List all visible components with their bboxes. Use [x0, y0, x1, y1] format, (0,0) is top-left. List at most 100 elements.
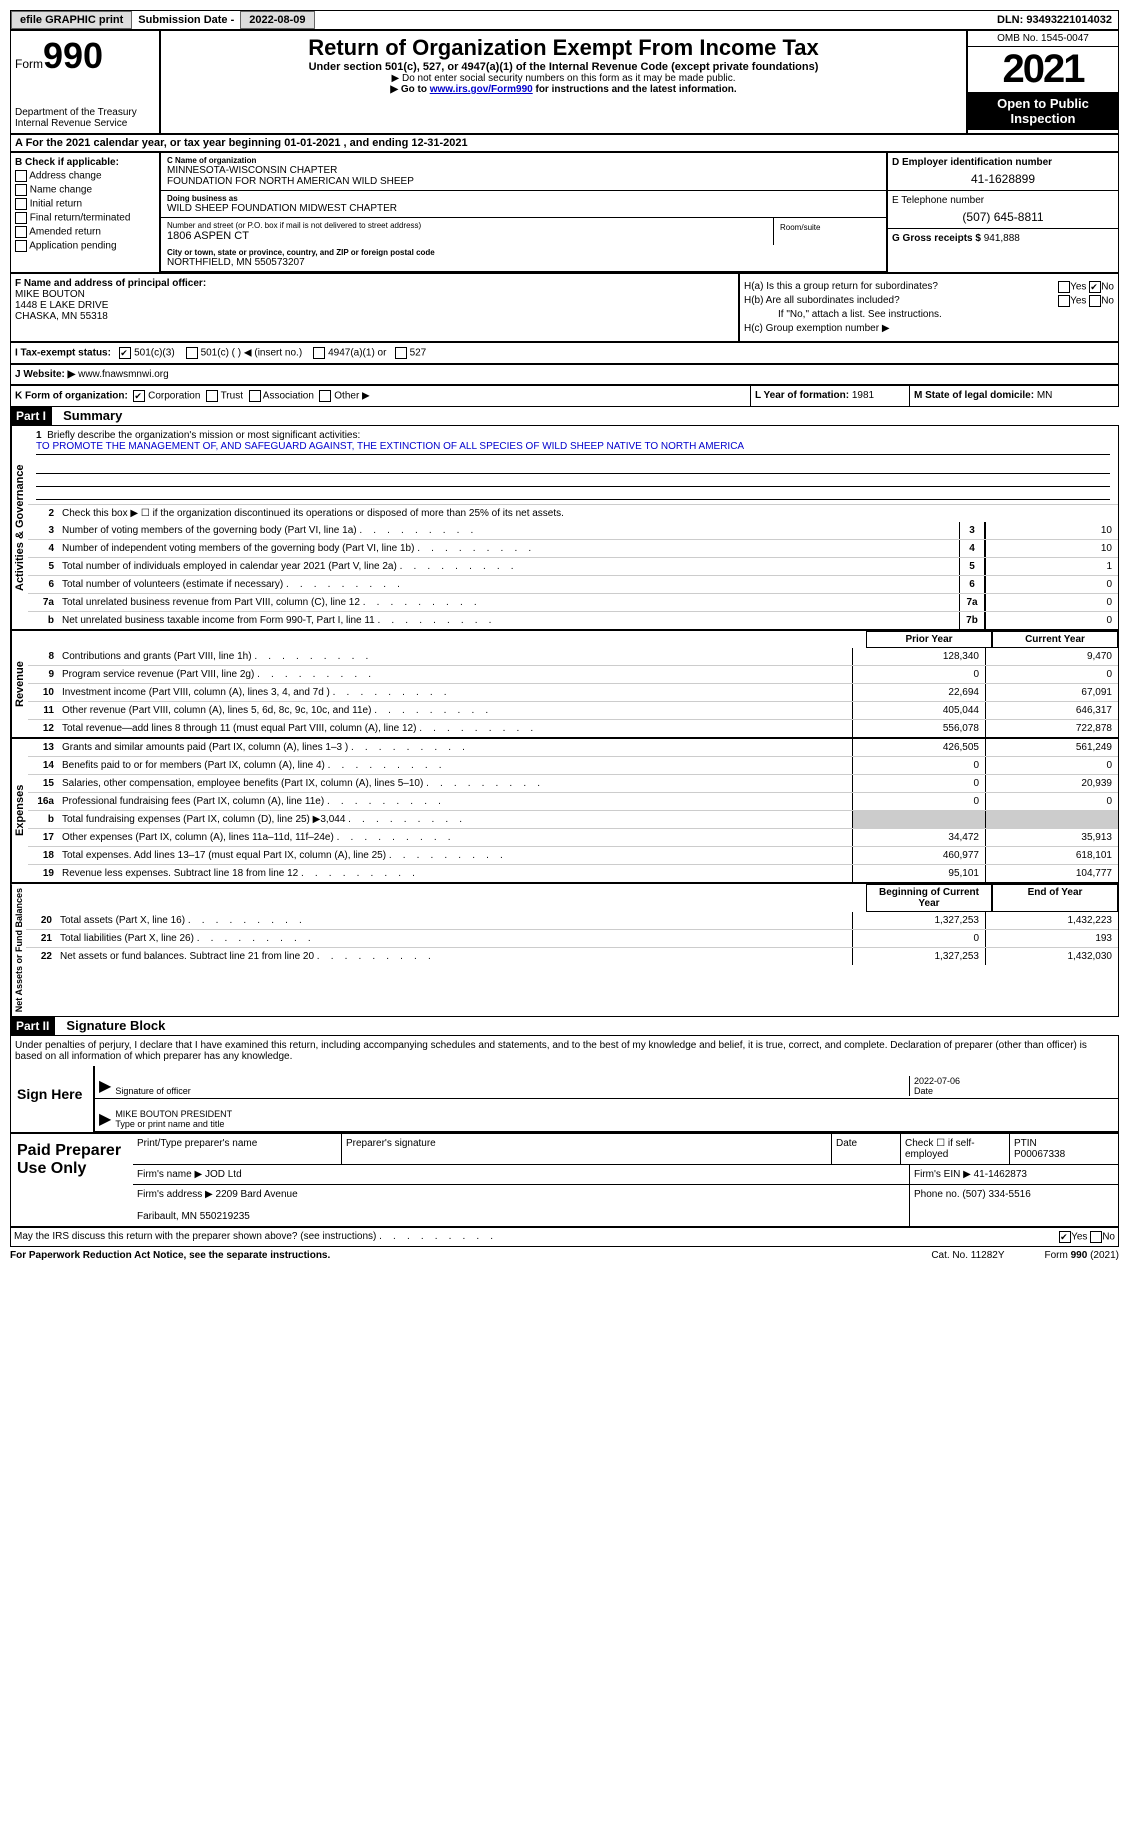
part1-badge: Part I [10, 407, 52, 425]
financial-line: 17Other expenses (Part IX, column (A), l… [28, 828, 1118, 846]
vtab-revenue: Revenue [11, 631, 28, 737]
dln: DLN: 93493221014032 [997, 14, 1118, 26]
header-right: OMB No. 1545-0047 2021 Open to Public In… [967, 30, 1119, 134]
form-subtitle: Under section 501(c), 527, or 4947(a)(1)… [165, 61, 962, 73]
paid-preparer-block: Paid Preparer Use Only Print/Type prepar… [10, 1133, 1119, 1227]
cat-no: Cat. No. 11282Y [891, 1250, 1044, 1261]
row-i-tax-status: I Tax-exempt status: 501(c)(3) 501(c) ( … [10, 342, 1119, 364]
part2-header-row: Part II Signature Block [10, 1017, 1119, 1035]
check-527[interactable] [395, 347, 407, 359]
summary-line: 3Number of voting members of the governi… [28, 522, 1118, 539]
part1-header-row: Part I Summary [10, 407, 1119, 425]
check-pending[interactable] [15, 240, 27, 252]
omb-number: OMB No. 1545-0047 [968, 31, 1118, 47]
ptin: P00067338 [1014, 1149, 1065, 1160]
declaration-text: Under penalties of perjury, I declare th… [11, 1036, 1118, 1066]
financial-line: 10Investment income (Part VIII, column (… [28, 683, 1118, 701]
check-corp[interactable] [133, 390, 145, 402]
financial-line: 11Other revenue (Part VIII, column (A), … [28, 701, 1118, 719]
part1-title: Summary [55, 408, 122, 423]
col-d: D Employer identification number 41-1628… [887, 152, 1119, 273]
tax-year: 2021 [968, 47, 1118, 92]
check-address[interactable] [15, 170, 27, 182]
note-link: ▶ Go to www.irs.gov/Form990 for instruct… [165, 84, 962, 95]
officer-name: MIKE BOUTON [15, 289, 85, 300]
form-number: 990 [43, 35, 103, 76]
financial-line: 13Grants and similar amounts paid (Part … [28, 739, 1118, 756]
part2-title: Signature Block [58, 1018, 165, 1033]
ha-yes[interactable] [1058, 281, 1070, 293]
website-url: www.fnawsmnwi.org [75, 369, 168, 380]
hb-no[interactable] [1089, 295, 1101, 307]
may-discuss-row: May the IRS discuss this return with the… [10, 1227, 1119, 1247]
financial-line: 21Total liabilities (Part X, line 26)019… [26, 929, 1118, 947]
form-title: Return of Organization Exempt From Incom… [165, 35, 962, 61]
ha-no[interactable] [1089, 281, 1101, 293]
section-a: A For the 2021 calendar year, or tax yea… [10, 134, 1119, 152]
irs-link[interactable]: www.irs.gov/Form990 [430, 84, 533, 95]
check-initial[interactable] [15, 198, 27, 210]
row-j-website: J Website: ▶ www.fnawsmnwi.org [10, 364, 1119, 385]
col-h-group: H(a) Is this a group return for subordin… [739, 273, 1119, 342]
officer-name-title: MIKE BOUTON PRESIDENT [115, 1109, 232, 1119]
financial-line: 18Total expenses. Add lines 13–17 (must … [28, 846, 1118, 864]
arrow-icon: ▶ [99, 1109, 111, 1129]
telephone: (507) 645-8811 [892, 206, 1114, 224]
summary-line: bNet unrelated business taxable income f… [28, 611, 1118, 629]
dba-name: WILD SHEEP FOUNDATION MIDWEST CHAPTER [167, 203, 880, 214]
row-k: K Form of organization: Corporation Trus… [10, 385, 1119, 407]
col-c: C Name of organization MINNESOTA-WISCONS… [160, 152, 887, 273]
summary-line: 7aTotal unrelated business revenue from … [28, 593, 1118, 611]
firm-ein: 41-1462873 [974, 1169, 1027, 1180]
hb-yes[interactable] [1058, 295, 1070, 307]
page-footer: For Paperwork Reduction Act Notice, see … [10, 1247, 1119, 1264]
sign-date: 2022-07-06 [914, 1076, 960, 1086]
mission-text: TO PROMOTE THE MANAGEMENT OF, AND SAFEGU… [36, 441, 1110, 455]
vtab-activities: Activities & Governance [11, 426, 28, 629]
efile-print-button[interactable]: efile GRAPHIC print [11, 11, 132, 29]
summary-line: 6Total number of volunteers (estimate if… [28, 575, 1118, 593]
open-public-badge: Open to Public Inspection [968, 92, 1118, 130]
header-mid: Return of Organization Exempt From Incom… [160, 30, 967, 134]
arrow-icon: ▶ [99, 1076, 111, 1096]
financial-line: 15Salaries, other compensation, employee… [28, 774, 1118, 792]
financial-line: 8Contributions and grants (Part VIII, li… [28, 648, 1118, 665]
check-assoc[interactable] [249, 390, 261, 402]
top-bar: efile GRAPHIC print Submission Date - 20… [10, 10, 1119, 30]
info-grid: B Check if applicable: Address change Na… [10, 152, 1119, 273]
form-ref: Form 990 (2021) [1045, 1250, 1119, 1261]
check-other[interactable] [319, 390, 331, 402]
discuss-yes[interactable] [1059, 1231, 1071, 1243]
paperwork-notice: For Paperwork Reduction Act Notice, see … [10, 1250, 891, 1261]
check-501c[interactable] [186, 347, 198, 359]
officer-address: 1448 E LAKE DRIVE CHASKA, MN 55318 [15, 300, 108, 322]
check-final[interactable] [15, 212, 27, 224]
street-address: 1806 ASPEN CT [167, 230, 767, 242]
org-name: MINNESOTA-WISCONSIN CHAPTER FOUNDATION F… [167, 165, 880, 187]
submission-label: Submission Date - [132, 12, 240, 28]
financial-line: 16aProfessional fundraising fees (Part I… [28, 792, 1118, 810]
discuss-no[interactable] [1090, 1231, 1102, 1243]
form-header: Form990 Department of the Treasury Inter… [10, 30, 1119, 134]
beg-year-header: Beginning of Current Year [866, 884, 992, 912]
financial-line: 19Revenue less expenses. Subtract line 1… [28, 864, 1118, 882]
financial-line: 20Total assets (Part X, line 16)1,327,25… [26, 912, 1118, 929]
part1-expenses: Expenses 13Grants and similar amounts pa… [10, 738, 1119, 883]
financial-line: 12Total revenue—add lines 8 through 11 (… [28, 719, 1118, 737]
check-4947[interactable] [313, 347, 325, 359]
check-amended[interactable] [15, 226, 27, 238]
check-name[interactable] [15, 184, 27, 196]
dept-label: Department of the Treasury Internal Reve… [15, 107, 155, 129]
summary-line: 5Total number of individuals employed in… [28, 557, 1118, 575]
check-501c3[interactable] [119, 347, 131, 359]
submission-date: 2022-08-09 [240, 11, 314, 29]
city-state-zip: NORTHFIELD, MN 550573207 [167, 257, 880, 268]
gross-receipts: 941,888 [984, 233, 1020, 244]
firm-phone: (507) 334-5516 [962, 1189, 1030, 1200]
vtab-netassets: Net Assets or Fund Balances [11, 884, 26, 1016]
check-trust[interactable] [206, 390, 218, 402]
year-formation: 1981 [852, 390, 874, 401]
note-ssn: ▶ Do not enter social security numbers o… [165, 73, 962, 84]
prior-year-header: Prior Year [866, 631, 992, 648]
col-b-checkboxes: B Check if applicable: Address change Na… [10, 152, 160, 273]
